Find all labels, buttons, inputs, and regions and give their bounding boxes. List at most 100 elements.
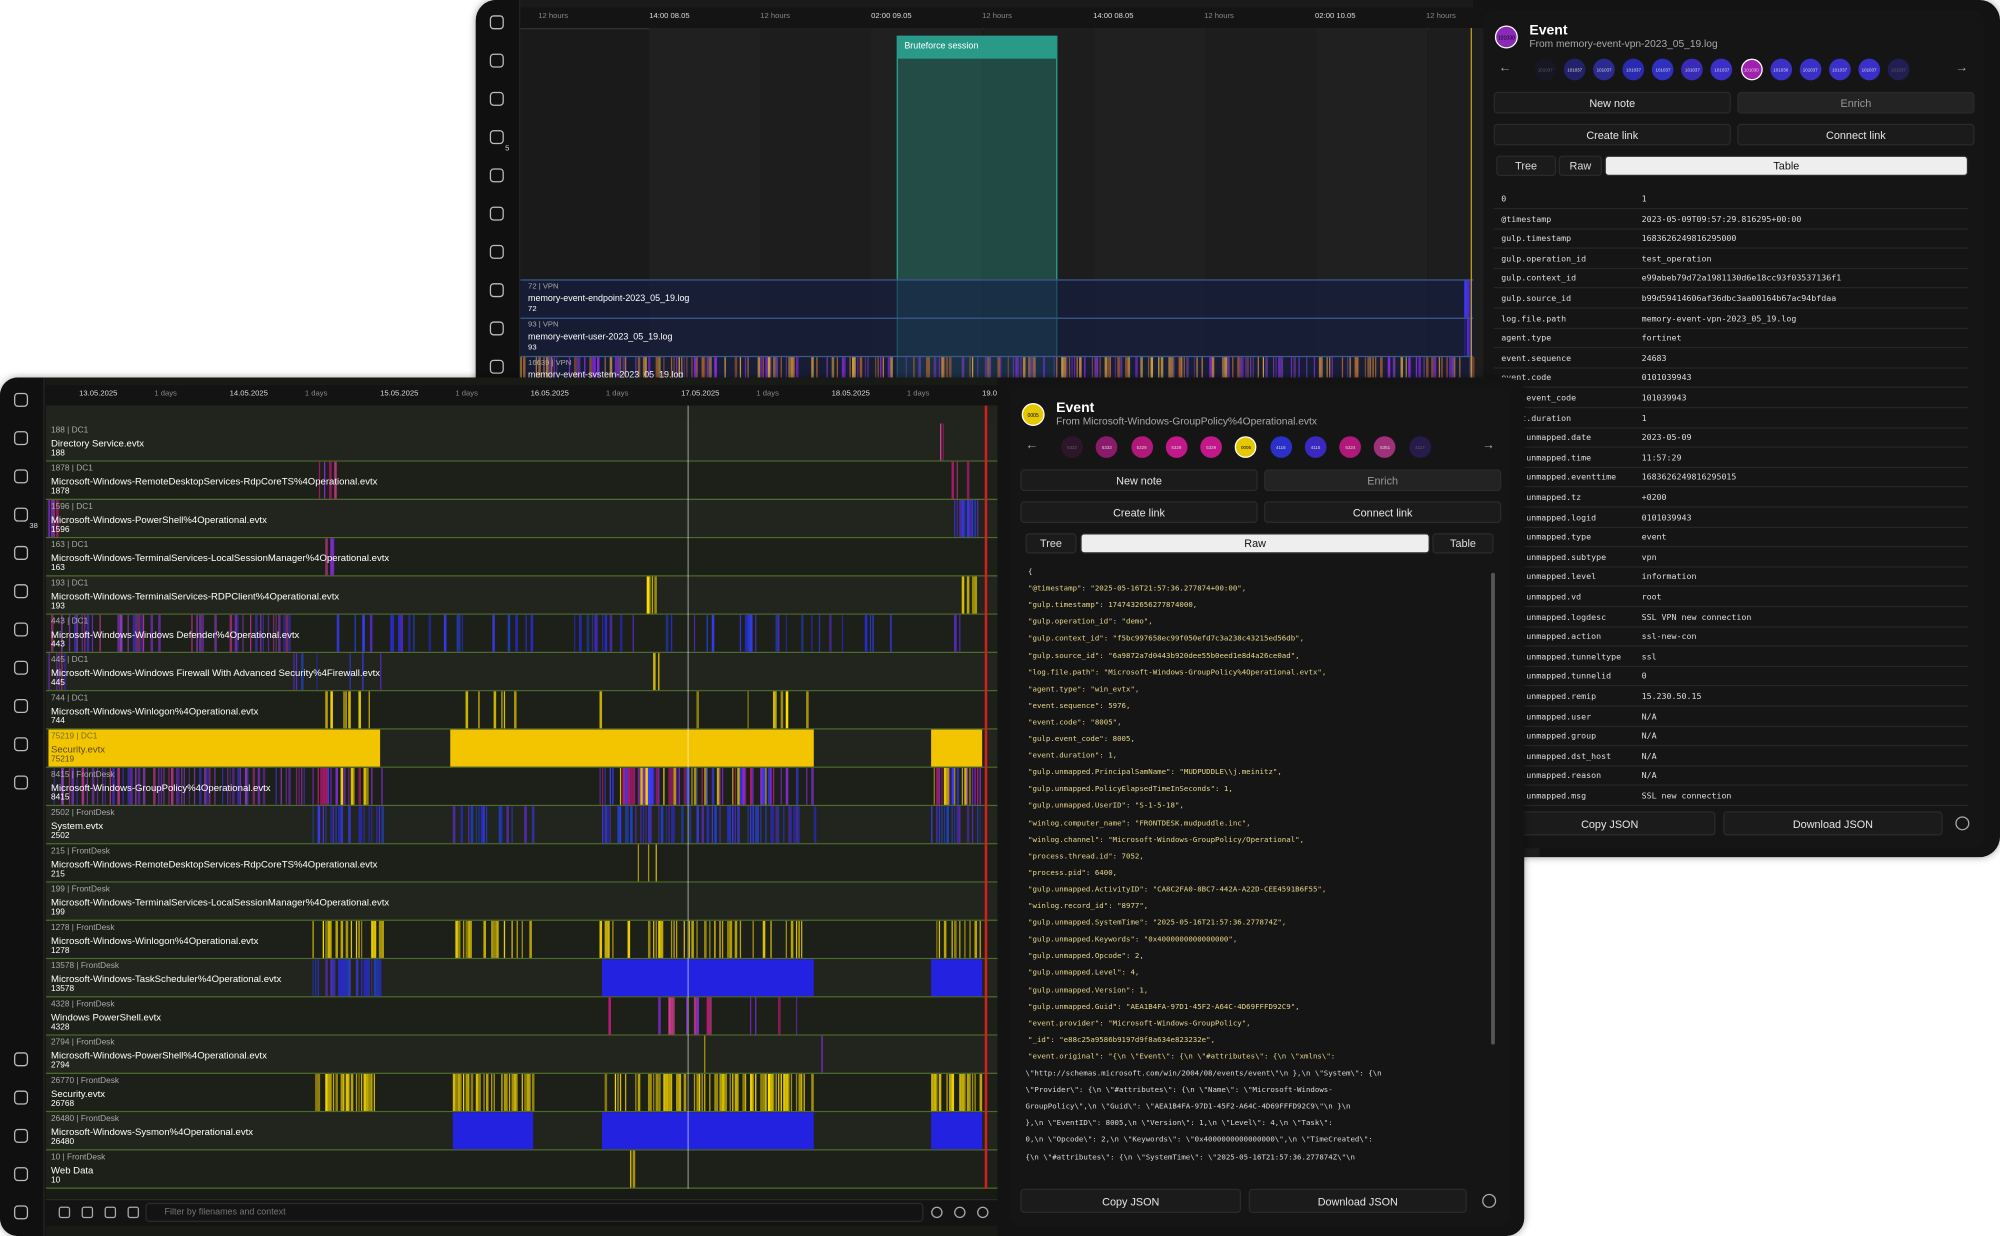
sidebar-icon[interactable] bbox=[14, 431, 29, 446]
action-button[interactable]: Connect link bbox=[1737, 123, 1975, 146]
tab[interactable]: Table bbox=[1604, 155, 1969, 177]
sidebar-icon[interactable] bbox=[14, 545, 29, 560]
nav-event[interactable]: 101037 bbox=[1534, 58, 1557, 81]
action-button[interactable]: Create link bbox=[1020, 501, 1258, 523]
sidebar-icon[interactable] bbox=[14, 1090, 29, 1105]
filter-tool[interactable] bbox=[931, 1206, 943, 1219]
event-stripe bbox=[493, 1073, 495, 1111]
sidebar-icon[interactable] bbox=[14, 1167, 29, 1182]
nav-event[interactable]: 4117 bbox=[1409, 436, 1431, 458]
nav-event[interactable]: 101030 bbox=[1740, 58, 1763, 81]
raw-line: "event.original": "{\n \"Event\": {\n \"… bbox=[1028, 1053, 1336, 1062]
sidebar-icon[interactable] bbox=[14, 469, 29, 484]
nav-prev[interactable]: ← bbox=[1025, 438, 1039, 453]
nav-prev[interactable]: ← bbox=[1498, 61, 1512, 76]
nav-event[interactable]: 101037 bbox=[1593, 58, 1615, 81]
action-button[interactable]: Connect link bbox=[1264, 501, 1502, 523]
action-button[interactable]: New note bbox=[1020, 469, 1258, 492]
sidebar-icon[interactable] bbox=[489, 130, 504, 145]
session-header[interactable]: Bruteforce session bbox=[897, 36, 1057, 59]
settings-button[interactable] bbox=[1955, 816, 1970, 831]
sidebar-icon[interactable] bbox=[14, 622, 29, 637]
sidebar-icon[interactable] bbox=[489, 15, 504, 30]
filter-tool[interactable] bbox=[977, 1206, 989, 1219]
tab[interactable]: Raw bbox=[1080, 533, 1430, 554]
table-key: gulp.unmapped.date bbox=[1501, 432, 1592, 443]
action-button[interactable]: Enrich bbox=[1264, 469, 1502, 492]
nav-event[interactable]: 5324 bbox=[1339, 436, 1362, 458]
nav-event[interactable]: 101037 bbox=[1858, 58, 1880, 81]
nav-event[interactable]: 101037 bbox=[1622, 58, 1645, 81]
sidebar-icon[interactable] bbox=[489, 283, 504, 298]
event-stripe bbox=[941, 806, 943, 844]
tab[interactable]: Table bbox=[1432, 533, 1494, 554]
settings-button[interactable] bbox=[1482, 1193, 1497, 1208]
sidebar-icon[interactable] bbox=[489, 53, 504, 68]
event-stripe bbox=[1015, 357, 1018, 395]
nav-event[interactable]: 5329 bbox=[1200, 436, 1223, 458]
event-block bbox=[452, 1112, 534, 1150]
sidebar-icon[interactable] bbox=[14, 698, 29, 714]
sidebar-icon[interactable] bbox=[14, 737, 29, 752]
nav-event[interactable]: 101037 bbox=[1799, 58, 1822, 81]
sidebar-icon[interactable] bbox=[489, 91, 504, 106]
sidebar-icon[interactable] bbox=[14, 584, 29, 599]
action-button[interactable]: Enrich bbox=[1737, 91, 1975, 114]
nav-event[interactable]: 101037 bbox=[1652, 58, 1674, 81]
nav-event[interactable]: 5329 bbox=[1130, 436, 1153, 458]
nav-event[interactable]: 5333 bbox=[1096, 436, 1118, 458]
sidebar-icon[interactable] bbox=[14, 1205, 29, 1220]
table-key: gulp.unmapped.tz bbox=[1501, 492, 1582, 503]
nav-event[interactable]: 4116 bbox=[1269, 436, 1292, 458]
footer-button[interactable]: Download JSON bbox=[1723, 811, 1943, 836]
nav-event[interactable]: 101037 bbox=[1887, 58, 1910, 81]
zoom-button[interactable] bbox=[104, 1206, 117, 1219]
sidebar-icon[interactable] bbox=[14, 1052, 29, 1067]
nav-event[interactable]: 101037 bbox=[1828, 58, 1851, 81]
sidebar-icon[interactable] bbox=[489, 244, 504, 259]
sidebar-icon[interactable] bbox=[14, 507, 29, 522]
nav-next[interactable]: → bbox=[1955, 61, 1969, 76]
event-stripe bbox=[381, 806, 384, 844]
zoom-button[interactable] bbox=[127, 1206, 140, 1219]
sidebar-icon[interactable] bbox=[14, 392, 29, 407]
nav-event[interactable]: 101037 bbox=[1681, 58, 1704, 81]
nav-event[interactable]: 5351 bbox=[1374, 436, 1396, 458]
event-stripe bbox=[783, 1073, 786, 1111]
sidebar-icon[interactable] bbox=[14, 1128, 29, 1143]
footer-button[interactable]: Download JSON bbox=[1248, 1188, 1467, 1214]
filter-input[interactable]: Filter by filenames and context bbox=[145, 1202, 924, 1222]
sidebar-icon[interactable] bbox=[14, 660, 29, 675]
zoom-button[interactable] bbox=[58, 1206, 71, 1219]
event-stripe bbox=[1020, 357, 1022, 395]
event-stripe bbox=[772, 357, 776, 395]
tab[interactable]: Raw bbox=[1558, 155, 1603, 177]
zoom-button[interactable] bbox=[81, 1206, 94, 1219]
action-button[interactable]: Create link bbox=[1493, 123, 1731, 146]
nav-event[interactable]: 5332 bbox=[1061, 436, 1083, 458]
tab[interactable]: Tree bbox=[1496, 155, 1557, 177]
sidebar-icon[interactable] bbox=[14, 775, 29, 790]
footer-button[interactable]: Copy JSON bbox=[1020, 1188, 1242, 1214]
sidebar-icon[interactable] bbox=[489, 321, 504, 336]
nav-event[interactable]: 4115 bbox=[1304, 436, 1327, 458]
sidebar-icon[interactable] bbox=[489, 206, 504, 221]
footer-button[interactable]: Copy JSON bbox=[1503, 811, 1716, 836]
nav-event[interactable]: 101037 bbox=[1563, 58, 1586, 81]
tab[interactable]: Tree bbox=[1025, 533, 1077, 554]
table-value: N/A bbox=[1641, 751, 1657, 762]
nav-event[interactable]: 101037 bbox=[1711, 58, 1733, 81]
event-stripe bbox=[496, 920, 499, 958]
nav-event[interactable]: 0005 bbox=[1235, 436, 1257, 458]
event-stripe bbox=[772, 806, 775, 844]
event-stripe bbox=[608, 997, 611, 1035]
nav-event[interactable]: 101030 bbox=[1769, 58, 1792, 81]
table-row bbox=[1493, 229, 1969, 249]
nav-event[interactable]: 5329 bbox=[1165, 436, 1188, 458]
sidebar-icon[interactable] bbox=[489, 168, 504, 183]
action-button[interactable]: New note bbox=[1493, 91, 1731, 114]
sidebar-icon[interactable] bbox=[489, 359, 504, 374]
filter-tool[interactable] bbox=[954, 1206, 966, 1219]
nav-next[interactable]: → bbox=[1482, 438, 1495, 453]
track-header: 10 | FrontDesk bbox=[51, 1153, 106, 1162]
